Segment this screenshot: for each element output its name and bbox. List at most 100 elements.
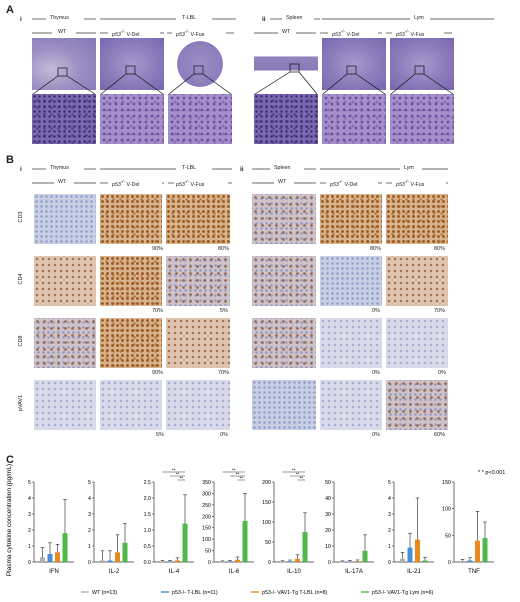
sig-stars: ** <box>176 472 180 477</box>
ihc-pct-cd4-fus-i: 5% <box>220 308 228 314</box>
tick-label: 50 <box>265 540 271 546</box>
tick-label: 1 <box>388 544 391 550</box>
legend-entry-0: WT (n=13) <box>92 590 117 596</box>
sig-stars: ** <box>179 476 183 481</box>
tick-label: 50 <box>205 549 211 555</box>
ihc-image-cd3-lym-fus <box>386 194 448 244</box>
he-highmag-lym-del <box>322 94 386 144</box>
cytokine-chart: Plasma cytokine concentration (pg/mL) * *… <box>6 464 505 596</box>
cytokine-label-IL-10: IL-10 <box>287 569 301 575</box>
ihc-image-pvav1-lym-fus <box>386 380 448 430</box>
bar-IFN-1 <box>47 554 53 562</box>
bar-IL-10-0 <box>280 561 285 563</box>
section-label-bii: ii <box>240 166 244 173</box>
he-lowmag-tlbl-fus <box>168 38 232 90</box>
ihc-pct-cd8-del-i: 90% <box>152 370 164 376</box>
ihc-pct-cd8-fus-i: 70% <box>218 370 230 376</box>
sig-stars: ** <box>236 472 240 477</box>
he-lowmag-lym-fus <box>390 38 454 90</box>
he-highmag-tlbl-del <box>100 94 164 144</box>
ihc-pct-cd3-del-i: 90% <box>152 246 164 252</box>
tick-label: 150 <box>262 500 271 506</box>
tick-label: 0 <box>28 560 31 566</box>
ihc-image-cd4-thymus-wt <box>34 256 96 306</box>
col-header-fus-b-ii: p53-/- V-Fus <box>396 179 425 188</box>
ihc-image-cd8-tlbl-fus <box>166 318 230 368</box>
bar-IL-17A-2 <box>355 561 360 562</box>
tick-label: 100 <box>442 507 451 513</box>
panel-label-c: C <box>6 454 14 466</box>
bar-TNF-0 <box>460 560 465 562</box>
col-header-wt-b-i: WT <box>58 179 67 185</box>
ihc-pct-pvav1-fus-ii: 60% <box>434 432 446 438</box>
col-header-spleen-b: Spleen <box>274 165 291 171</box>
col-header-wt-a-i: WT <box>58 29 67 35</box>
col-header-fus-a-ii: p53-/- V-Fus <box>396 29 425 38</box>
tick-label: 30 <box>325 512 331 518</box>
ihc-pct-cd8-del-ii: 0% <box>372 370 380 376</box>
sig-stars: ** <box>299 476 303 481</box>
bar-IFN-0 <box>40 557 45 562</box>
ihc-image-pvav1-thymus-wt <box>34 380 96 430</box>
bar-IL-17A-3 <box>362 550 368 562</box>
tick-label: 0 <box>208 560 211 566</box>
cytokine-label-IFN: IFN <box>49 569 59 575</box>
panel-label-a: A <box>6 4 14 16</box>
sig-stars: ** <box>172 468 176 473</box>
tick-label: 100 <box>262 520 271 526</box>
tick-label: 100 <box>202 537 211 543</box>
ihc-pct-cd4-fus-ii: 70% <box>434 308 446 314</box>
bar-IL-4-2 <box>175 560 180 562</box>
tick-label: 3 <box>28 512 31 518</box>
cytokine-label-IL-4: IL-4 <box>169 569 180 575</box>
tick-label: 10 <box>325 544 331 550</box>
bar-IL-6-3 <box>242 520 248 562</box>
ihc-pct-pvav1-del-ii: 0% <box>372 432 380 438</box>
bar-IL-6-0 <box>220 561 225 563</box>
tick-label: 20 <box>325 528 331 534</box>
col-header-tlbl-a: T-LBL <box>182 15 197 21</box>
cytokine-label-TNF: TNF <box>468 569 480 575</box>
col-header-del-a-ii: p53-/- V-Del <box>332 29 360 38</box>
ihc-row-label-cd4: CD4 <box>18 273 24 285</box>
bar-IL-10-3 <box>302 532 308 562</box>
ihc-image-pvav1-lym-del <box>320 380 382 430</box>
ihc-image-cd8-lym-del <box>320 318 382 368</box>
tick-label: 3 <box>88 512 91 518</box>
tick-label: 0.0 <box>144 560 151 566</box>
ihc-pct-pvav1-fus-i: 0% <box>220 432 228 438</box>
tick-label: 0 <box>388 560 391 566</box>
ihc-image-cd4-spleen-wt <box>252 256 316 306</box>
col-header-wt-a-ii: WT <box>282 29 291 35</box>
ihc-pct-cd8-fus-ii: 0% <box>438 370 446 376</box>
tick-label: 250 <box>202 503 211 509</box>
cytokine-label-IL-6: IL-6 <box>229 569 240 575</box>
tick-label: 2.5 <box>144 480 151 486</box>
ihc-pct-cd4-del-ii: 0% <box>372 308 380 314</box>
tick-label: 200 <box>202 514 211 520</box>
tick-label: 4 <box>88 496 91 502</box>
ihc-image-cd8-thymus-wt <box>34 318 96 368</box>
tick-label: 150 <box>202 526 211 532</box>
bar-TNF-3 <box>482 538 488 562</box>
bar-IL-6-1 <box>227 561 233 562</box>
tick-label: 1 <box>88 544 91 550</box>
ihc-image-cd4-tlbl-del <box>100 256 162 306</box>
tick-label: 2 <box>388 528 391 534</box>
legend-entry-3: p53-/- VAV1-Tg Lym (n=6) <box>372 590 434 596</box>
bar-IFN-3 <box>62 533 68 562</box>
tick-label: 1.0 <box>144 528 151 534</box>
col-header-lym-a: Lym <box>414 15 424 21</box>
tick-label: 40 <box>325 496 331 502</box>
ihc-image-cd3-tlbl-del <box>100 194 162 244</box>
zoom-callout-lines <box>32 63 454 95</box>
he-lowmag-lym-del <box>322 38 386 90</box>
tick-label: 0 <box>88 560 91 566</box>
ihc-image-cd3-tlbl-fus <box>166 194 230 244</box>
bar-TNF-2 <box>475 540 480 562</box>
tick-label: 200 <box>262 480 271 486</box>
he-lowmag-tlbl-del <box>100 38 164 90</box>
significance-note: * * p<0.001 <box>478 470 505 476</box>
tick-label: 3 <box>388 512 391 518</box>
ihc-row-label-pvav1: pVAV1 <box>18 394 24 412</box>
